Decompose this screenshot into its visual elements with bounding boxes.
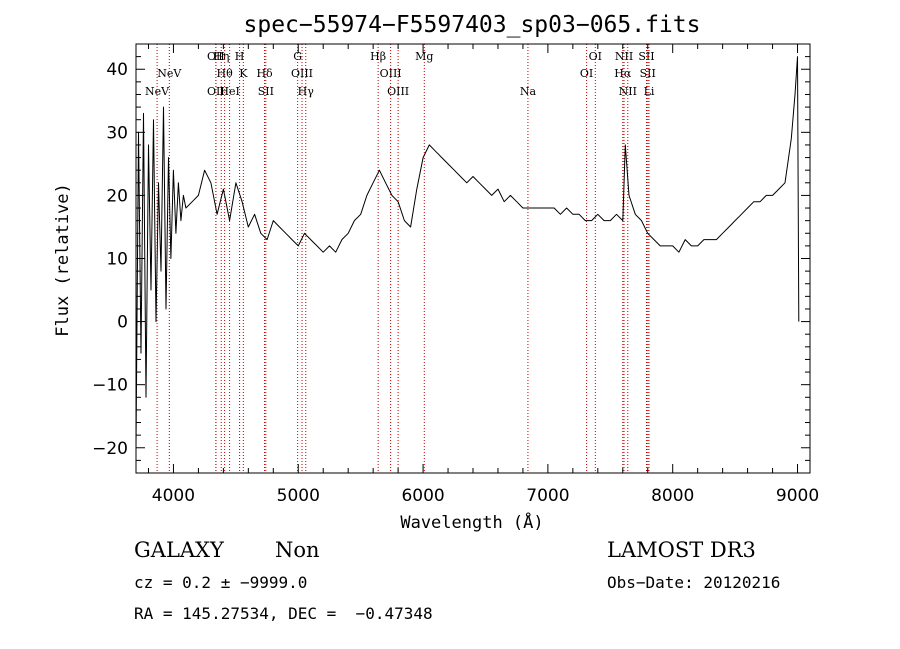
x-axis-label: Wavelength (Å): [400, 511, 543, 533]
line-marker-label: Hα: [614, 67, 632, 80]
line-marker-label: Li: [644, 85, 655, 98]
x-tick-label: 6000: [401, 486, 444, 506]
line-marker-label: OII: [207, 85, 225, 98]
survey-name: LAMOST DR3: [607, 538, 756, 562]
line-marker-label: OIII: [387, 85, 409, 98]
y-tick-label: 10: [106, 250, 128, 270]
redshift-cz: cz = 0.2 ± −9999.0: [134, 573, 308, 592]
line-marker-label: Hδ: [256, 67, 273, 80]
spectrum-line: [135, 56, 800, 448]
line-marker-label: K: [239, 67, 248, 80]
y-tick-label: 30: [106, 123, 128, 143]
y-axis-label: Flux (relative): [53, 183, 73, 337]
x-tick-label: 4000: [152, 486, 195, 506]
obs-date: Obs−Date: 20120216: [607, 573, 781, 592]
y-tick-label: 40: [106, 60, 128, 80]
line-marker-label: OIII: [380, 67, 402, 80]
line-marker-label: Hθ: [217, 67, 234, 80]
plot-frame: [135, 43, 811, 474]
x-axis-ticks: 4000 5000 6000 7000 8000 9000: [147, 44, 819, 506]
x-tick-label: 8000: [651, 486, 694, 506]
x-tick-label: 9000: [776, 486, 819, 506]
object-class: GALAXY: [134, 538, 224, 562]
line-marker-label: HeI: [219, 85, 239, 98]
y-tick-label: −20: [92, 439, 128, 459]
line-marker-label: OI: [580, 67, 593, 80]
line-marker-label: Hη: [213, 50, 229, 63]
y-axis-ticks: −20 −10 0 10 20 30 40: [92, 43, 810, 461]
line-marker-label: G: [293, 50, 302, 63]
chart-title: spec−55974−F5597403_sp03−065.fits: [244, 12, 701, 38]
line-marker-label: NeV: [157, 67, 182, 80]
x-tick-label: 5000: [277, 486, 320, 506]
y-tick-label: 20: [106, 186, 128, 206]
x-tick-label: 7000: [526, 486, 569, 506]
ra-dec: RA = 145.27534, DEC = −0.47348: [134, 604, 433, 623]
line-marker-label: OIII: [291, 67, 313, 80]
line-marker-label: Mg: [415, 50, 433, 63]
line-marker-label: Hβ: [370, 50, 386, 63]
line-marker-label: SII: [638, 50, 654, 63]
line-marker-label: NII: [615, 50, 633, 63]
line-marker-label: OI: [589, 50, 602, 63]
line-marker-label: H: [235, 50, 245, 63]
line-marker-label: Na: [520, 85, 537, 98]
line-marker-label: NII: [619, 85, 637, 98]
y-tick-label: −10: [92, 376, 128, 396]
spectrum-series: [135, 56, 800, 448]
object-subclass: Non: [275, 538, 320, 562]
line-marker-label: Hγ: [298, 85, 315, 98]
line-marker-label: SII: [258, 85, 274, 98]
line-marker-label: SII: [640, 67, 656, 80]
y-tick-label: 0: [117, 313, 128, 333]
line-marker-label: NeV: [145, 85, 170, 98]
